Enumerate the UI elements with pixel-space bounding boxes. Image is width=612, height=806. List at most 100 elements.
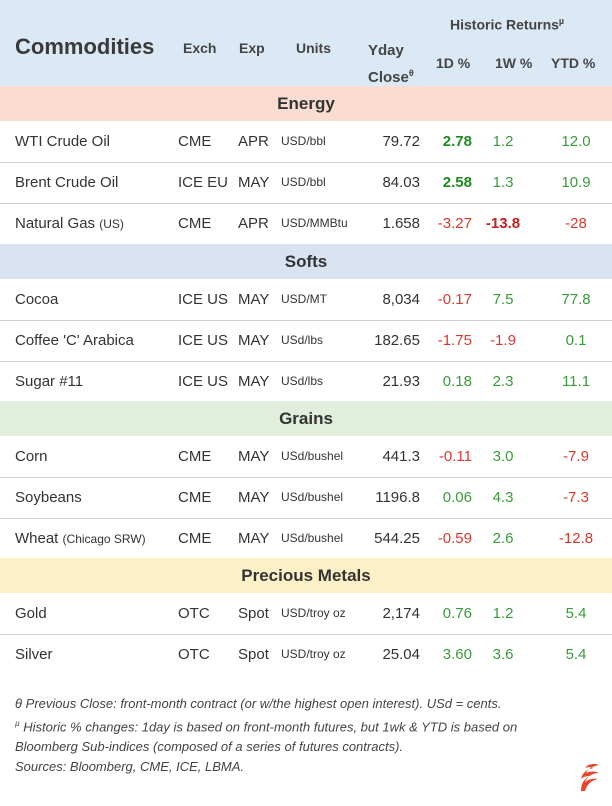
expiry: Spot	[238, 646, 269, 663]
historic-returns-header: Historic Returnsµ	[450, 16, 564, 33]
yday-close: 2,174	[382, 605, 420, 622]
return-1w: 3.6	[492, 646, 514, 663]
row-divider	[0, 320, 612, 321]
return-1w: 1.2	[492, 133, 514, 150]
yday-close: 79.72	[382, 133, 420, 150]
units: USd/bushel	[281, 531, 344, 545]
return-1d: -0.59	[437, 530, 472, 547]
return-ytd: 5.4	[565, 605, 587, 622]
expiry: MAY	[238, 291, 270, 308]
theta-footnote-mark: θ	[408, 68, 414, 78]
table-row: Natural Gas (US) CME APR USD/MMBtu 1.658 -3.2…	[0, 203, 612, 244]
return-ytd: 5.4	[565, 646, 587, 663]
col-1w-header: 1W %	[495, 55, 533, 71]
units: USD/bbl	[281, 175, 326, 189]
expiry: APR	[238, 133, 269, 150]
commodity-name-text: Brent Crude Oil	[15, 174, 119, 191]
commodity-name: Cocoa	[15, 279, 58, 320]
section-energy: Energy	[0, 86, 612, 121]
yday-label: Yday	[368, 42, 404, 59]
commodity-name: Corn	[15, 436, 48, 477]
row-divider	[0, 477, 612, 478]
return-1d: 2.58	[442, 174, 472, 191]
table-row: Silver OTC Spot USD/troy oz 25.04 3.60 3.6 5.4	[0, 634, 612, 675]
return-1d: -0.17	[437, 291, 472, 308]
row-divider	[0, 203, 612, 204]
col-yday-close-header: Yday Closeθ	[368, 40, 414, 89]
footnotes: θ Previous Close: front-month contract (…	[15, 694, 575, 777]
expiry: MAY	[238, 373, 270, 390]
expiry: APR	[238, 215, 269, 232]
table-header: Commodities Exch Exp Units Yday Closeθ Hi…	[0, 0, 612, 86]
col-units-header: Units	[296, 40, 331, 56]
commodity-name-qualifier: (Chicago SRW)	[62, 532, 146, 546]
commodity-name-text: WTI Crude Oil	[15, 133, 111, 150]
return-1d: -0.11	[438, 448, 472, 465]
exchange: OTC	[178, 605, 210, 622]
row-divider	[0, 162, 612, 163]
units: USD/troy oz	[281, 647, 346, 661]
return-ytd: -12.8	[558, 530, 594, 547]
close-label: Close	[368, 69, 409, 86]
yday-close: 1.658	[382, 215, 420, 232]
units: USd/lbs	[281, 374, 324, 388]
return-ytd: 10.9	[561, 174, 591, 191]
commodity-name-text: Sugar #11	[15, 373, 84, 390]
commodity-name-text: Corn	[15, 448, 48, 465]
commodity-name: Wheat (Chicago SRW)	[15, 518, 146, 560]
return-1d: 0.06	[442, 489, 472, 506]
units: USd/lbs	[281, 333, 324, 347]
commodity-name: Silver	[15, 634, 53, 675]
return-1d: -1.75	[437, 332, 472, 349]
exchange: CME	[178, 489, 212, 506]
yday-close: 544.25	[374, 530, 420, 547]
exchange: CME	[178, 215, 212, 232]
commodity-name-text: Natural Gas	[15, 215, 100, 232]
table-row: Coffee 'C' Arabica ICE US MAY USd/lbs 182.65…	[0, 320, 612, 361]
exchange: OTC	[178, 646, 210, 663]
commodity-name-text: Gold	[15, 605, 47, 622]
expiry: MAY	[238, 332, 270, 349]
return-ytd: -7.3	[563, 489, 589, 506]
expiry: Spot	[238, 605, 269, 622]
return-1w: -13.8	[485, 215, 521, 232]
yday-close: 8,034	[382, 291, 420, 308]
yday-close: 84.03	[382, 174, 420, 191]
exchange: ICE US	[178, 291, 229, 308]
col-exch-header: Exch	[183, 40, 217, 56]
return-1w: 4.3	[492, 489, 514, 506]
exchange: CME	[178, 530, 212, 547]
expiry: MAY	[238, 448, 270, 465]
units: USd/bushel	[281, 490, 344, 504]
return-1w: 3.0	[492, 448, 514, 465]
mu-footnote-mark: µ	[558, 16, 565, 26]
return-1d: -3.27	[437, 215, 472, 232]
exchange: ICE US	[178, 332, 229, 349]
table-row: Sugar #11 ICE US MAY USd/lbs 21.93 0.18 2.3 11.…	[0, 361, 612, 402]
commodity-name-text: Silver	[15, 646, 53, 663]
commodity-name: Gold	[15, 593, 47, 634]
return-1w: -1.9	[490, 332, 516, 349]
return-1d: 0.76	[442, 605, 472, 622]
footnote-2-text: Historic % changes: 1day is based on fro…	[15, 719, 518, 755]
units: USD/MT	[281, 292, 327, 306]
return-1w: 2.3	[492, 373, 514, 390]
units: USD/MMBtu	[281, 216, 348, 230]
table-row: Soybeans CME MAY USd/bushel 1196.8 0.06 4.3 -7.…	[0, 477, 612, 518]
footnote-1-text: Previous Close: front-month contract (or…	[22, 696, 502, 711]
col-1d-header: 1D %	[436, 55, 471, 71]
mu-mark: µ	[15, 719, 20, 728]
return-ytd: 12.0	[561, 133, 591, 150]
return-1w: 1.2	[492, 605, 514, 622]
commodity-name: Sugar #11	[15, 361, 83, 402]
return-ytd: 77.8	[561, 291, 591, 308]
section-precious-metals: Precious Metals	[0, 558, 612, 593]
return-ytd: -28	[565, 215, 587, 232]
commodity-name-text: Soybeans	[15, 489, 82, 506]
table-row: Corn CME MAY USd/bushel 441.3 -0.11 3.0 -7.9	[0, 436, 612, 477]
theta-mark: θ	[15, 696, 23, 711]
yday-close: 21.93	[382, 373, 420, 390]
yday-close: 1196.8	[375, 489, 420, 506]
return-ytd: -7.9	[563, 448, 589, 465]
return-1d: 2.78	[442, 133, 472, 150]
